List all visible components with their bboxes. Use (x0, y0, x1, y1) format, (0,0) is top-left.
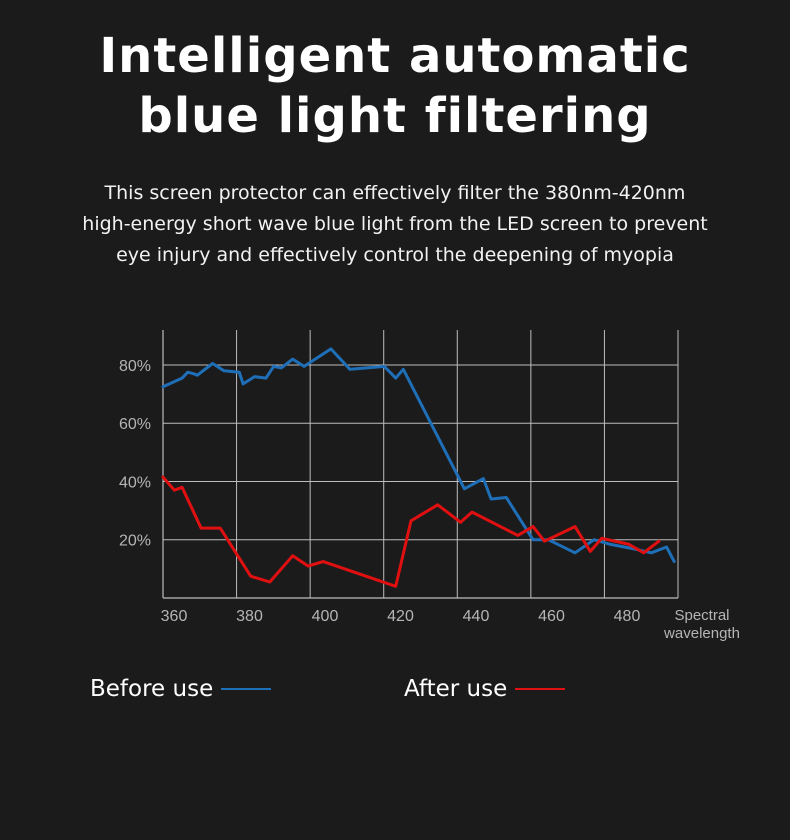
page-title-line-2: blue light filtering (138, 88, 652, 144)
description-line-3: eye injury and effectively control the d… (116, 244, 674, 266)
page-title: Intelligent automatic blue light filteri… (0, 26, 790, 146)
chart-labels: 360 380 400 420 440 460 480 20% 40% 60% 80% Spectra… (119, 358, 740, 642)
description-line-1: This screen protector can effectively fi… (104, 182, 686, 204)
page-title-line-1: Intelligent automatic (99, 28, 691, 84)
legend-label-before: Before use (90, 676, 214, 702)
series-line-before-use (161, 347, 676, 564)
series-line-after-use (161, 475, 661, 588)
legend-label-after: After use (404, 676, 508, 702)
x-tick-label: 420 (387, 608, 414, 625)
x-axis-label: wavelength (663, 625, 740, 642)
chart-series (161, 347, 676, 588)
chart-legend: Before use After use (0, 676, 790, 716)
legend-swatch-before (221, 688, 272, 690)
x-tick-label: 480 (614, 608, 641, 625)
chart-grid (163, 330, 679, 598)
legend-swatch-after (515, 688, 566, 690)
x-tick-label: 360 (161, 608, 188, 625)
x-tick-label: 460 (538, 608, 565, 625)
legend-item-after: After use (404, 676, 566, 702)
spectrum-chart: 360 380 400 420 440 460 480 20% 40% 60% 80% Spectra… (119, 330, 740, 642)
legend-item-before: Before use (90, 676, 272, 702)
description-line-2: high-energy short wave blue light from t… (82, 213, 708, 235)
x-tick-label: 400 (312, 608, 339, 625)
page-description: This screen protector can effectively fi… (40, 178, 750, 271)
chart-axes (162, 330, 678, 599)
x-tick-label: 440 (463, 608, 490, 625)
y-tick-label: 20% (119, 533, 151, 550)
y-tick-label: 80% (119, 358, 151, 375)
y-tick-label: 40% (119, 474, 151, 491)
x-axis-label: Spectral (674, 607, 729, 624)
y-tick-label: 60% (119, 416, 151, 433)
x-tick-label: 380 (236, 608, 263, 625)
